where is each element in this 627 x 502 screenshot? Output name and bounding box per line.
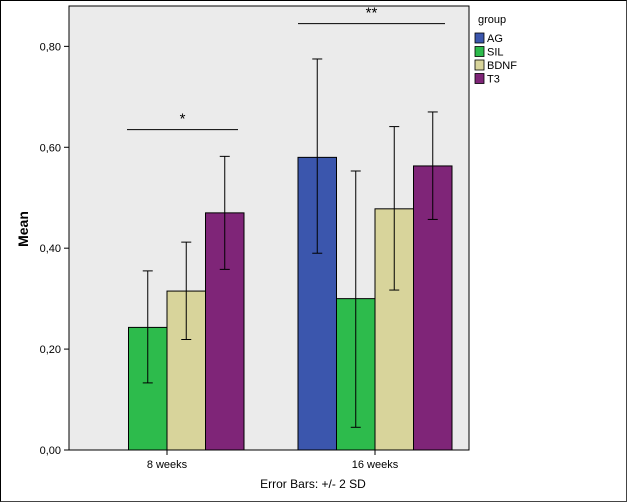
y-tick-label: 0,00	[40, 445, 61, 457]
error-bars-note: Error Bars: +/- 2 SD	[260, 477, 366, 491]
y-tick-label: 0,60	[40, 142, 61, 154]
y-axis-title: Mean	[15, 211, 31, 247]
legend-label-t3: T3	[487, 74, 500, 86]
x-tick-label: 16 weeks	[352, 459, 399, 471]
significance-markers: ***	[127, 5, 445, 131]
x-axis: 8 weeks 16 weeks	[147, 450, 399, 471]
legend-label-sil: SIL	[487, 47, 504, 59]
legend-label-ag: AG	[487, 33, 503, 45]
legend-swatch-sil	[474, 46, 485, 57]
y-tick-label: 0,40	[40, 243, 61, 255]
y-tick-label: 0,80	[40, 41, 61, 53]
y-axis: 0,00 0,20 0,40 0,60 0,80	[40, 41, 69, 457]
x-tick-label: 8 weeks	[147, 459, 188, 471]
legend-swatch-bdnf	[474, 59, 485, 71]
y-tick-label: 0,20	[40, 344, 61, 356]
legend-swatch-ag	[474, 32, 485, 44]
significance-label: **	[366, 5, 378, 22]
significance-label: *	[180, 111, 186, 128]
error-bars	[142, 58, 438, 428]
legend-label-bdnf: BDNF	[487, 60, 517, 72]
legend-swatch-t3	[474, 73, 485, 84]
legend-title: group	[478, 14, 506, 26]
